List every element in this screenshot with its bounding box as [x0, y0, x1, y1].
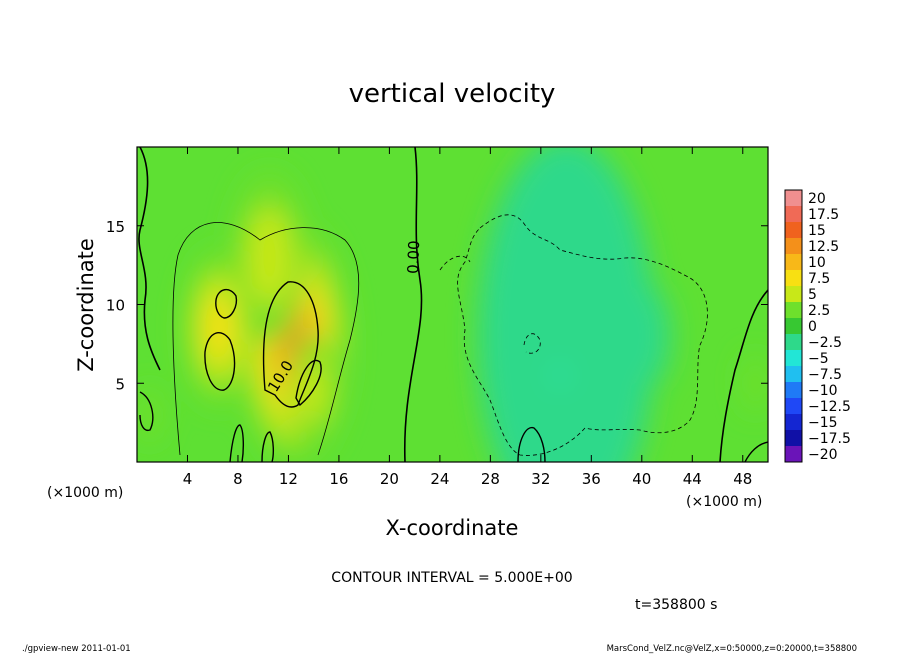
colorbar-swatch — [785, 398, 802, 415]
footer-right: MarsCond_VelZ.nc@VelZ,x=0:50000,z=0:2000… — [607, 644, 857, 654]
colorbar-swatch — [785, 286, 802, 303]
colorbar-swatch — [785, 414, 802, 431]
x-tick-label: 36 — [582, 470, 601, 488]
x-tick-label: 44 — [683, 470, 702, 488]
x-tick-label: 24 — [430, 470, 449, 488]
x-tick-label: 16 — [329, 470, 348, 488]
y-tick-label: 10 — [106, 297, 125, 315]
field-blob — [496, 293, 535, 379]
colorbar-swatch — [785, 222, 802, 239]
colorbar-label: 17.5 — [808, 207, 839, 223]
field-blob — [204, 294, 234, 362]
contour-lines — [138, 147, 768, 462]
footer-left: ./gpview-new 2011-01-01 — [22, 644, 131, 654]
field-blob — [626, 286, 671, 386]
colorbar-label: 2.5 — [808, 303, 830, 319]
x-tick-label: 20 — [380, 470, 399, 488]
field-blob — [137, 386, 163, 444]
colorbar-label: 12.5 — [808, 239, 839, 255]
field-blobs — [137, 147, 768, 462]
colorbar-swatch — [785, 350, 802, 367]
colorbar-label: 0 — [808, 319, 817, 335]
colorbar-label: 15 — [808, 223, 826, 239]
contour-label-zero: 0.00 — [404, 240, 423, 274]
colorbar-label: −20 — [808, 447, 838, 463]
y-tick-label: 15 — [106, 218, 125, 236]
x-tick-label: 4 — [183, 470, 193, 488]
x-tick-label: 40 — [632, 470, 651, 488]
colorbar-swatch — [785, 446, 802, 463]
colorbar-swatch — [785, 270, 802, 287]
colorbar-swatch — [785, 318, 802, 335]
field-blob — [556, 368, 563, 383]
colorbar-swatch — [785, 366, 802, 383]
x-tick-label: 48 — [733, 470, 752, 488]
colorbar-frame — [784, 189, 803, 463]
y-unit-label: (×1000 m) — [47, 485, 123, 501]
x-tick-label: 32 — [531, 470, 550, 488]
colorbar-label: −15 — [808, 415, 838, 431]
colorbar-swatch — [785, 190, 802, 207]
y-axis-ticks: 5 10 15 — [106, 218, 768, 393]
colorbar-label: −12.5 — [808, 399, 851, 415]
field-blob — [742, 354, 768, 412]
colorbar-label: 7.5 — [808, 271, 830, 287]
x-unit-label: (×1000 m) — [686, 494, 762, 510]
colorbar: 2017.51512.5107.552.50−2.5−5−7.5−10−12.5… — [784, 189, 851, 463]
colorbar-swatch — [785, 382, 802, 399]
colorbar-label: 5 — [808, 287, 817, 303]
y-axis-label: Z-coordinate — [74, 238, 98, 372]
colorbar-label: −7.5 — [808, 367, 842, 383]
x-axis-label: X-coordinate — [386, 516, 519, 540]
field-blob — [298, 357, 329, 426]
colorbar-label: −2.5 — [808, 335, 842, 351]
colorbar-swatch — [785, 334, 802, 351]
colorbar-label: −10 — [808, 383, 838, 399]
colorbar-label: −17.5 — [808, 431, 851, 447]
chart-title: vertical velocity — [349, 79, 556, 109]
colorbar-swatch — [785, 206, 802, 223]
colorbar-swatch — [785, 302, 802, 319]
contour-interval-text: CONTOUR INTERVAL = 5.000E+00 — [331, 570, 572, 586]
colorbar-label: −5 — [808, 351, 829, 367]
colorbar-swatch — [785, 254, 802, 271]
field — [137, 147, 768, 462]
colorbar-label: 20 — [808, 191, 826, 207]
colorbar-label: 10 — [808, 255, 826, 271]
colorbar-swatch — [785, 430, 802, 447]
colorbar-swatch — [785, 238, 802, 255]
x-tick-label: 28 — [481, 470, 500, 488]
y-tick-label: 5 — [115, 375, 125, 393]
field-blob — [246, 206, 293, 309]
x-axis-ticks: 4 8 12 16 20 24 28 32 36 40 44 48 — [183, 147, 752, 488]
x-tick-label: 12 — [279, 470, 298, 488]
time-label: t=358800 s — [635, 597, 717, 613]
x-tick-label: 8 — [233, 470, 243, 488]
